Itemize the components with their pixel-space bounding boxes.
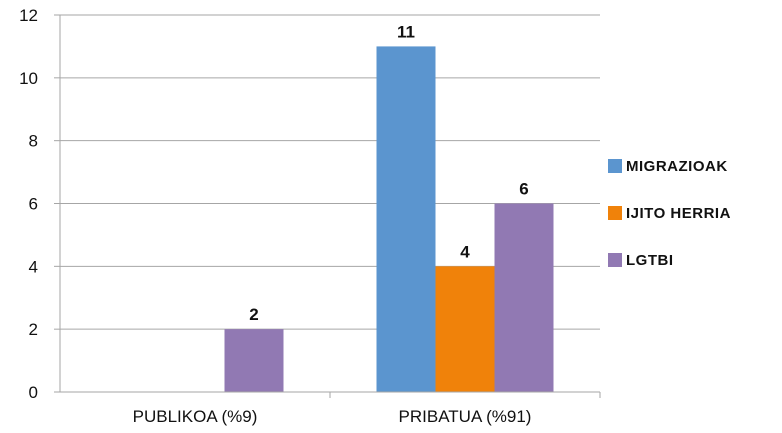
legend-label-1: IJITO HERRIA <box>626 205 731 222</box>
legend-swatch-1 <box>608 206 622 220</box>
data-label-1-1: 4 <box>460 242 470 261</box>
y-tick-label-2: 2 <box>29 320 38 339</box>
bars <box>224 46 554 393</box>
bar-0-1 <box>376 46 436 393</box>
data-labels: 2 11 4 6 <box>249 22 528 324</box>
x-axis-categories: PUBLIKOA (%9) PRIBATUA (%91) <box>133 407 532 426</box>
bar-2-1 <box>494 203 554 392</box>
y-axis-ticks: 0 2 4 6 8 10 12 <box>19 6 60 402</box>
data-label-0-1: 11 <box>397 22 415 41</box>
y-tick-label-10: 10 <box>19 69 38 88</box>
y-tick-label-4: 4 <box>29 257 38 276</box>
y-tick-label-12: 12 <box>19 6 38 25</box>
x-category-label-0: PUBLIKOA (%9) <box>133 407 258 426</box>
data-label-2-1: 6 <box>519 180 528 199</box>
bar-2-0 <box>224 329 284 392</box>
data-label-2-0: 2 <box>249 305 258 324</box>
bar-1-1 <box>435 266 495 392</box>
y-tick-label-8: 8 <box>29 132 38 151</box>
legend-label-2: LGTBI <box>626 252 674 269</box>
y-tick-label-0: 0 <box>29 383 38 402</box>
x-category-label-1: PRIBATUA (%91) <box>399 407 532 426</box>
y-tick-label-6: 6 <box>29 195 38 214</box>
legend: MIGRAZIOAK IJITO HERRIA LGTBI <box>608 158 731 269</box>
gridlines <box>60 14 600 393</box>
legend-swatch-2 <box>608 253 622 267</box>
legend-label-0: MIGRAZIOAK <box>626 158 728 175</box>
axes <box>59 15 601 398</box>
legend-swatch-0 <box>608 159 622 173</box>
